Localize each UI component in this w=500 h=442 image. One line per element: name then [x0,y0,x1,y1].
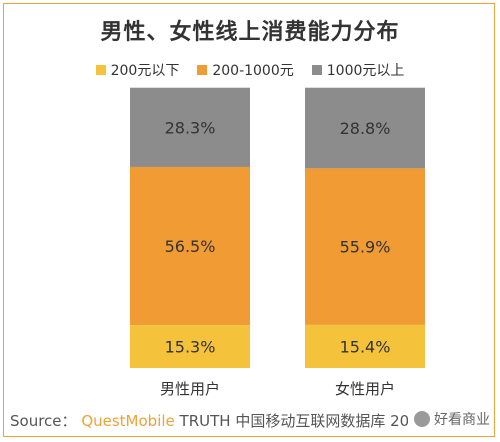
legend-swatch-200-1000 [197,65,208,75]
data-label-0-1: 56.5% [165,237,216,256]
bar-segment-0-1 [130,166,250,326]
watermark: 好看商业 [408,409,490,429]
data-label-1-1: 55.9% [340,238,391,257]
bar-segment-1-1 [305,168,425,325]
chart-frame [3,3,495,437]
legend-item-200-1000: 200-1000元 [197,60,294,80]
legend-item-over-1000: 1000元以上 [311,60,405,80]
legend-swatch-over-1000 [311,65,322,75]
bar-segment-0-0 [130,325,250,368]
source-note: Source： QuestMobile TRUTH 中国移动互联网数据库 201 [10,410,419,431]
legend-item-under-200: 200元以下 [95,60,180,80]
data-label-0-0: 15.3% [165,338,216,357]
data-label-0-2: 28.3% [165,118,216,137]
legend-label-200-1000: 200-1000元 [212,63,294,79]
chart-legend: 200元以下 200-1000元 1000元以上 [0,60,500,80]
bar-segment-1-0 [305,324,425,368]
chart-title: 男性、女性线上消费能力分布 [100,20,400,45]
category-label-1: 女性用户 [335,380,395,398]
data-label-1-0: 15.4% [340,337,391,356]
wechat-icon [414,411,430,427]
bar-segment-0-2 [130,87,250,167]
source-brand: QuestMobile [81,412,175,430]
category-label-0: 男性用户 [160,380,220,398]
source-rest: TRUTH 中国移动互联网数据库 201 [179,412,419,430]
source-prefix: Source： [10,412,77,430]
watermark-text: 好看商业 [434,412,490,428]
bar-segment-1-2 [305,87,425,169]
legend-swatch-under-200 [95,65,106,75]
legend-label-over-1000: 1000元以上 [326,63,405,79]
data-label-1-2: 28.8% [340,119,391,138]
legend-label-under-200: 200元以下 [110,63,180,79]
